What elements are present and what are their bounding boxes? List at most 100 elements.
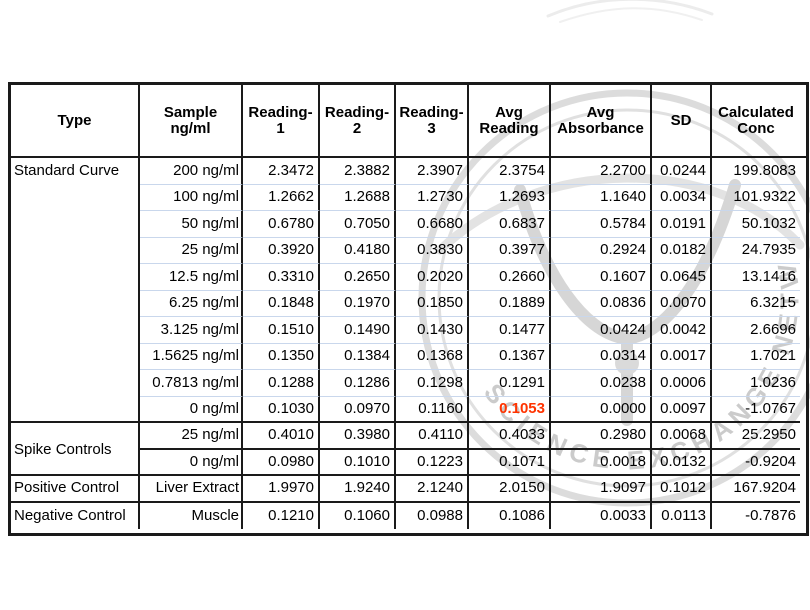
table-cell: 1.2730 xyxy=(396,184,469,211)
table-row: Spike Controls 25 ng/ml 0.4010 0.3980 0.… xyxy=(11,423,806,457)
table-cell: 0.1850 xyxy=(396,290,469,317)
table-cell: 2.3907 xyxy=(396,158,469,185)
assay-results-table: Type Sample ng/ml Reading- 1 Reading- 2 … xyxy=(8,82,809,536)
table-cell: 1.5625 ng/ml xyxy=(140,343,243,370)
table-cell: 0.0314 xyxy=(551,343,652,370)
table-cell: 0.0068 xyxy=(652,423,712,450)
table-row: 0 ng/ml 0.1030 0.0970 0.1160 0.1053 0.00… xyxy=(11,396,806,423)
table-cell: 1.7021 xyxy=(712,344,800,370)
table-cell: 0.3980 xyxy=(320,423,396,450)
type-cell xyxy=(11,449,140,476)
table-cell: 0.0017 xyxy=(652,343,712,370)
type-cell-spike-controls: Spike Controls xyxy=(11,423,140,457)
table-cell: 0.1367 xyxy=(469,343,551,370)
table-cell: 0.1223 xyxy=(396,449,469,476)
type-cell xyxy=(11,396,140,423)
table-cell: 25 ng/ml xyxy=(140,423,243,450)
table-cell: 0 ng/ml xyxy=(140,449,243,476)
table-cell: 0.1510 xyxy=(243,317,320,344)
table-cell: 0.1350 xyxy=(243,343,320,370)
table-cell: 50.1032 xyxy=(712,211,800,238)
table-row: Positive Control Liver Extract 1.9970 1.… xyxy=(11,476,806,503)
table-cell: 0.0424 xyxy=(551,317,652,344)
table-cell: 0.1210 xyxy=(243,502,320,529)
table-cell: 200 ng/ml xyxy=(140,158,243,185)
table-cell: 0.1298 xyxy=(396,370,469,397)
table-cell: 6.3215 xyxy=(712,291,800,317)
table-cell: -1.0767 xyxy=(712,397,800,423)
table-cell: 1.2688 xyxy=(320,184,396,211)
table-row: 100 ng/ml 1.2662 1.2688 1.2730 1.2693 1.… xyxy=(11,184,806,211)
table-cell: 2.2700 xyxy=(551,158,652,185)
column-header: Calculated Conc xyxy=(718,103,794,137)
table-cell: 2.0150 xyxy=(469,476,551,503)
table-cell: 0.5784 xyxy=(551,211,652,238)
table-row: 0.7813 ng/ml 0.1288 0.1286 0.1298 0.1291… xyxy=(11,370,806,397)
type-label: Standard Curve xyxy=(14,162,120,180)
watermark-swoosh xyxy=(435,173,805,255)
table-cell: 0.3310 xyxy=(243,264,320,291)
table-cell: 0.1160 xyxy=(396,396,469,423)
table-cell: 0.0132 xyxy=(652,449,712,476)
watermark-inner-ring xyxy=(437,108,810,488)
table-cell: 0.0006 xyxy=(652,370,712,397)
table-cell: 1.9097 xyxy=(551,476,652,503)
table-cell: 0.1889 xyxy=(469,290,551,317)
table-cell: Liver Extract xyxy=(140,476,243,503)
table-cell: 0.0980 xyxy=(243,449,320,476)
table-cell: 0.6780 xyxy=(243,211,320,238)
table-cell: 1.2662 xyxy=(243,184,320,211)
table-cell: 101.9322 xyxy=(712,185,800,211)
type-label: Positive Control xyxy=(14,479,120,497)
table-header-row: Type Sample ng/ml Reading- 1 Reading- 2 … xyxy=(11,85,806,158)
table-cell: 0.1384 xyxy=(320,343,396,370)
table-cell: 24.7935 xyxy=(712,238,800,264)
table-cell: 0.0238 xyxy=(551,370,652,397)
table-cell: 1.0236 xyxy=(712,370,800,397)
table-cell: 0.1970 xyxy=(320,290,396,317)
column-header: Avg Absorbance xyxy=(551,85,652,156)
table-cell: 0 ng/ml xyxy=(140,396,243,423)
table-cell: 0.1848 xyxy=(243,290,320,317)
watermark-antibody-glyph xyxy=(626,179,741,344)
table-cell: 0.2650 xyxy=(320,264,396,291)
table-cell: 0.0070 xyxy=(652,290,712,317)
table-cell: 0.0182 xyxy=(652,237,712,264)
table-cell: 50 ng/ml xyxy=(140,211,243,238)
type-cell xyxy=(11,317,140,344)
table-cell: 2.1240 xyxy=(396,476,469,503)
table-cell: 3.125 ng/ml xyxy=(140,317,243,344)
table-cell-highlighted: 0.1053 xyxy=(469,396,551,423)
table-cell: 0.3830 xyxy=(396,237,469,264)
table-cell: 0.0244 xyxy=(652,158,712,185)
watermark-outer-ring xyxy=(418,89,810,507)
table-cell: 0.2924 xyxy=(551,237,652,264)
table-cell: 0.0970 xyxy=(320,396,396,423)
table-row: 50 ng/ml 0.6780 0.7050 0.6680 0.6837 0.5… xyxy=(11,211,806,238)
table-row: 1.5625 ng/ml 0.1350 0.1384 0.1368 0.1367… xyxy=(11,343,806,370)
table-cell: 1.9970 xyxy=(243,476,320,503)
table-cell: 0.7813 ng/ml xyxy=(140,370,243,397)
table-cell: 0.1368 xyxy=(396,343,469,370)
table-cell: 0.0097 xyxy=(652,396,712,423)
type-cell xyxy=(11,237,140,264)
type-label: Negative Control xyxy=(14,506,126,524)
table-cell: 1.1640 xyxy=(551,184,652,211)
table-row: 0 ng/ml 0.0980 0.1010 0.1223 0.1071 0.00… xyxy=(11,449,806,476)
table-row: 3.125 ng/ml 0.1510 0.1490 0.1430 0.1477 … xyxy=(11,317,806,344)
table-cell: 2.3472 xyxy=(243,158,320,185)
watermark-top-arc xyxy=(559,7,703,23)
table-cell: 0.4110 xyxy=(396,423,469,450)
table-cell: 0.6837 xyxy=(469,211,551,238)
column-header: Reading- 1 xyxy=(243,85,320,156)
table-cell: 0.7050 xyxy=(320,211,396,238)
table-cell: 199.8083 xyxy=(712,158,800,185)
table-cell: 0.1430 xyxy=(396,317,469,344)
table-cell: 0.1490 xyxy=(320,317,396,344)
table-cell: 0.1060 xyxy=(320,502,396,529)
type-cell xyxy=(11,343,140,370)
column-header: Sample ng/ml xyxy=(140,85,243,156)
table-cell: 6.25 ng/ml xyxy=(140,290,243,317)
table-row: Standard Curve 200 ng/ml 2.3472 2.3882 2… xyxy=(11,158,806,185)
table-cell: 0.0033 xyxy=(551,502,652,529)
